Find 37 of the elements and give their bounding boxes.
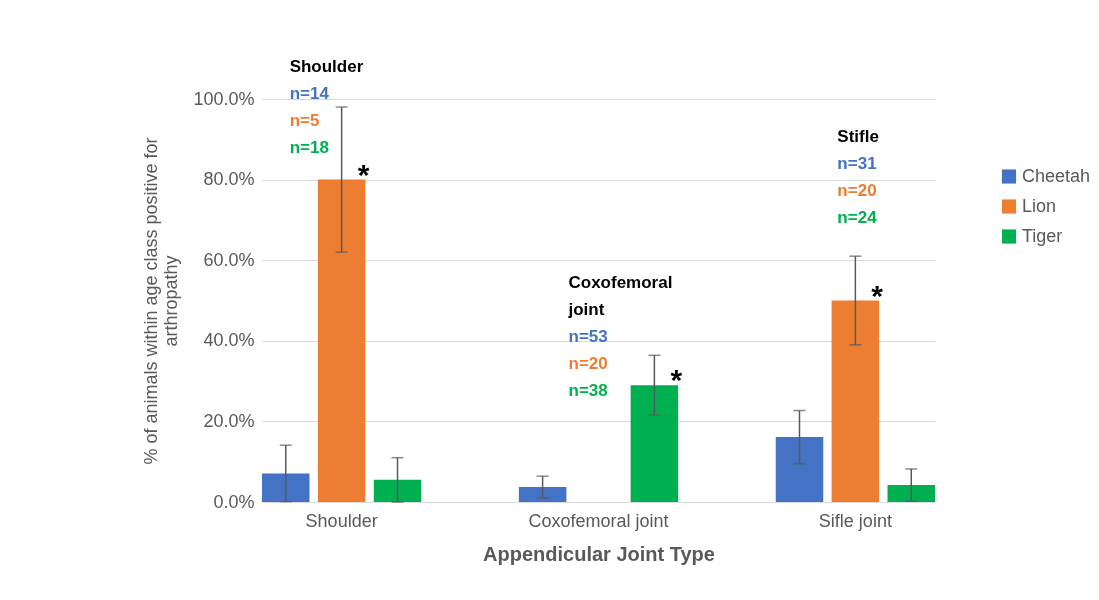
y-tick-label: 20.0% xyxy=(203,410,255,431)
annotation: n=20 xyxy=(837,181,877,201)
legend-label: Tiger xyxy=(1022,225,1063,246)
annotation: * xyxy=(357,157,370,191)
annotation: * xyxy=(670,363,683,397)
annotation: n=24 xyxy=(837,208,878,228)
annotation: n=5 xyxy=(289,111,320,130)
bar xyxy=(317,179,366,502)
bar xyxy=(262,473,310,502)
annotation: Coxofemoral joint xyxy=(567,273,673,320)
annotation: n=53 xyxy=(568,327,608,347)
bar xyxy=(775,437,824,502)
x-tick-label: Sifle joint xyxy=(818,510,892,531)
x-axis-title: Appendicular Joint Type xyxy=(483,542,715,565)
bar xyxy=(518,487,567,502)
x-tick-label: Shoulder xyxy=(305,510,378,531)
annotation: Stifle xyxy=(837,127,879,147)
legend-label: Lion xyxy=(1022,195,1057,216)
y-tick-label: 100.0% xyxy=(193,88,255,109)
annotation: n=14 xyxy=(289,84,330,103)
text: Shoulder xyxy=(289,57,364,76)
annotation: n=38 xyxy=(568,381,608,401)
annotation: * xyxy=(871,278,884,312)
x-tick-label: Coxofemoral joint xyxy=(528,510,669,531)
bar xyxy=(887,485,935,502)
y-tick-label: 60.0% xyxy=(203,249,255,270)
bar xyxy=(630,385,679,502)
annotation: n=20 xyxy=(568,354,608,374)
legend-label: Cheetah xyxy=(1022,165,1091,186)
annotation: n=31 xyxy=(837,154,877,174)
annotation: n=18 xyxy=(289,138,329,157)
bar xyxy=(831,300,880,502)
y-tick-label: 40.0% xyxy=(203,330,255,351)
y-axis-title: % of animals within age class positive for arthropathy xyxy=(141,137,182,465)
y-tick-label: 80.0% xyxy=(203,169,255,190)
bar xyxy=(373,479,422,502)
y-tick-label: 0.0% xyxy=(213,491,255,512)
